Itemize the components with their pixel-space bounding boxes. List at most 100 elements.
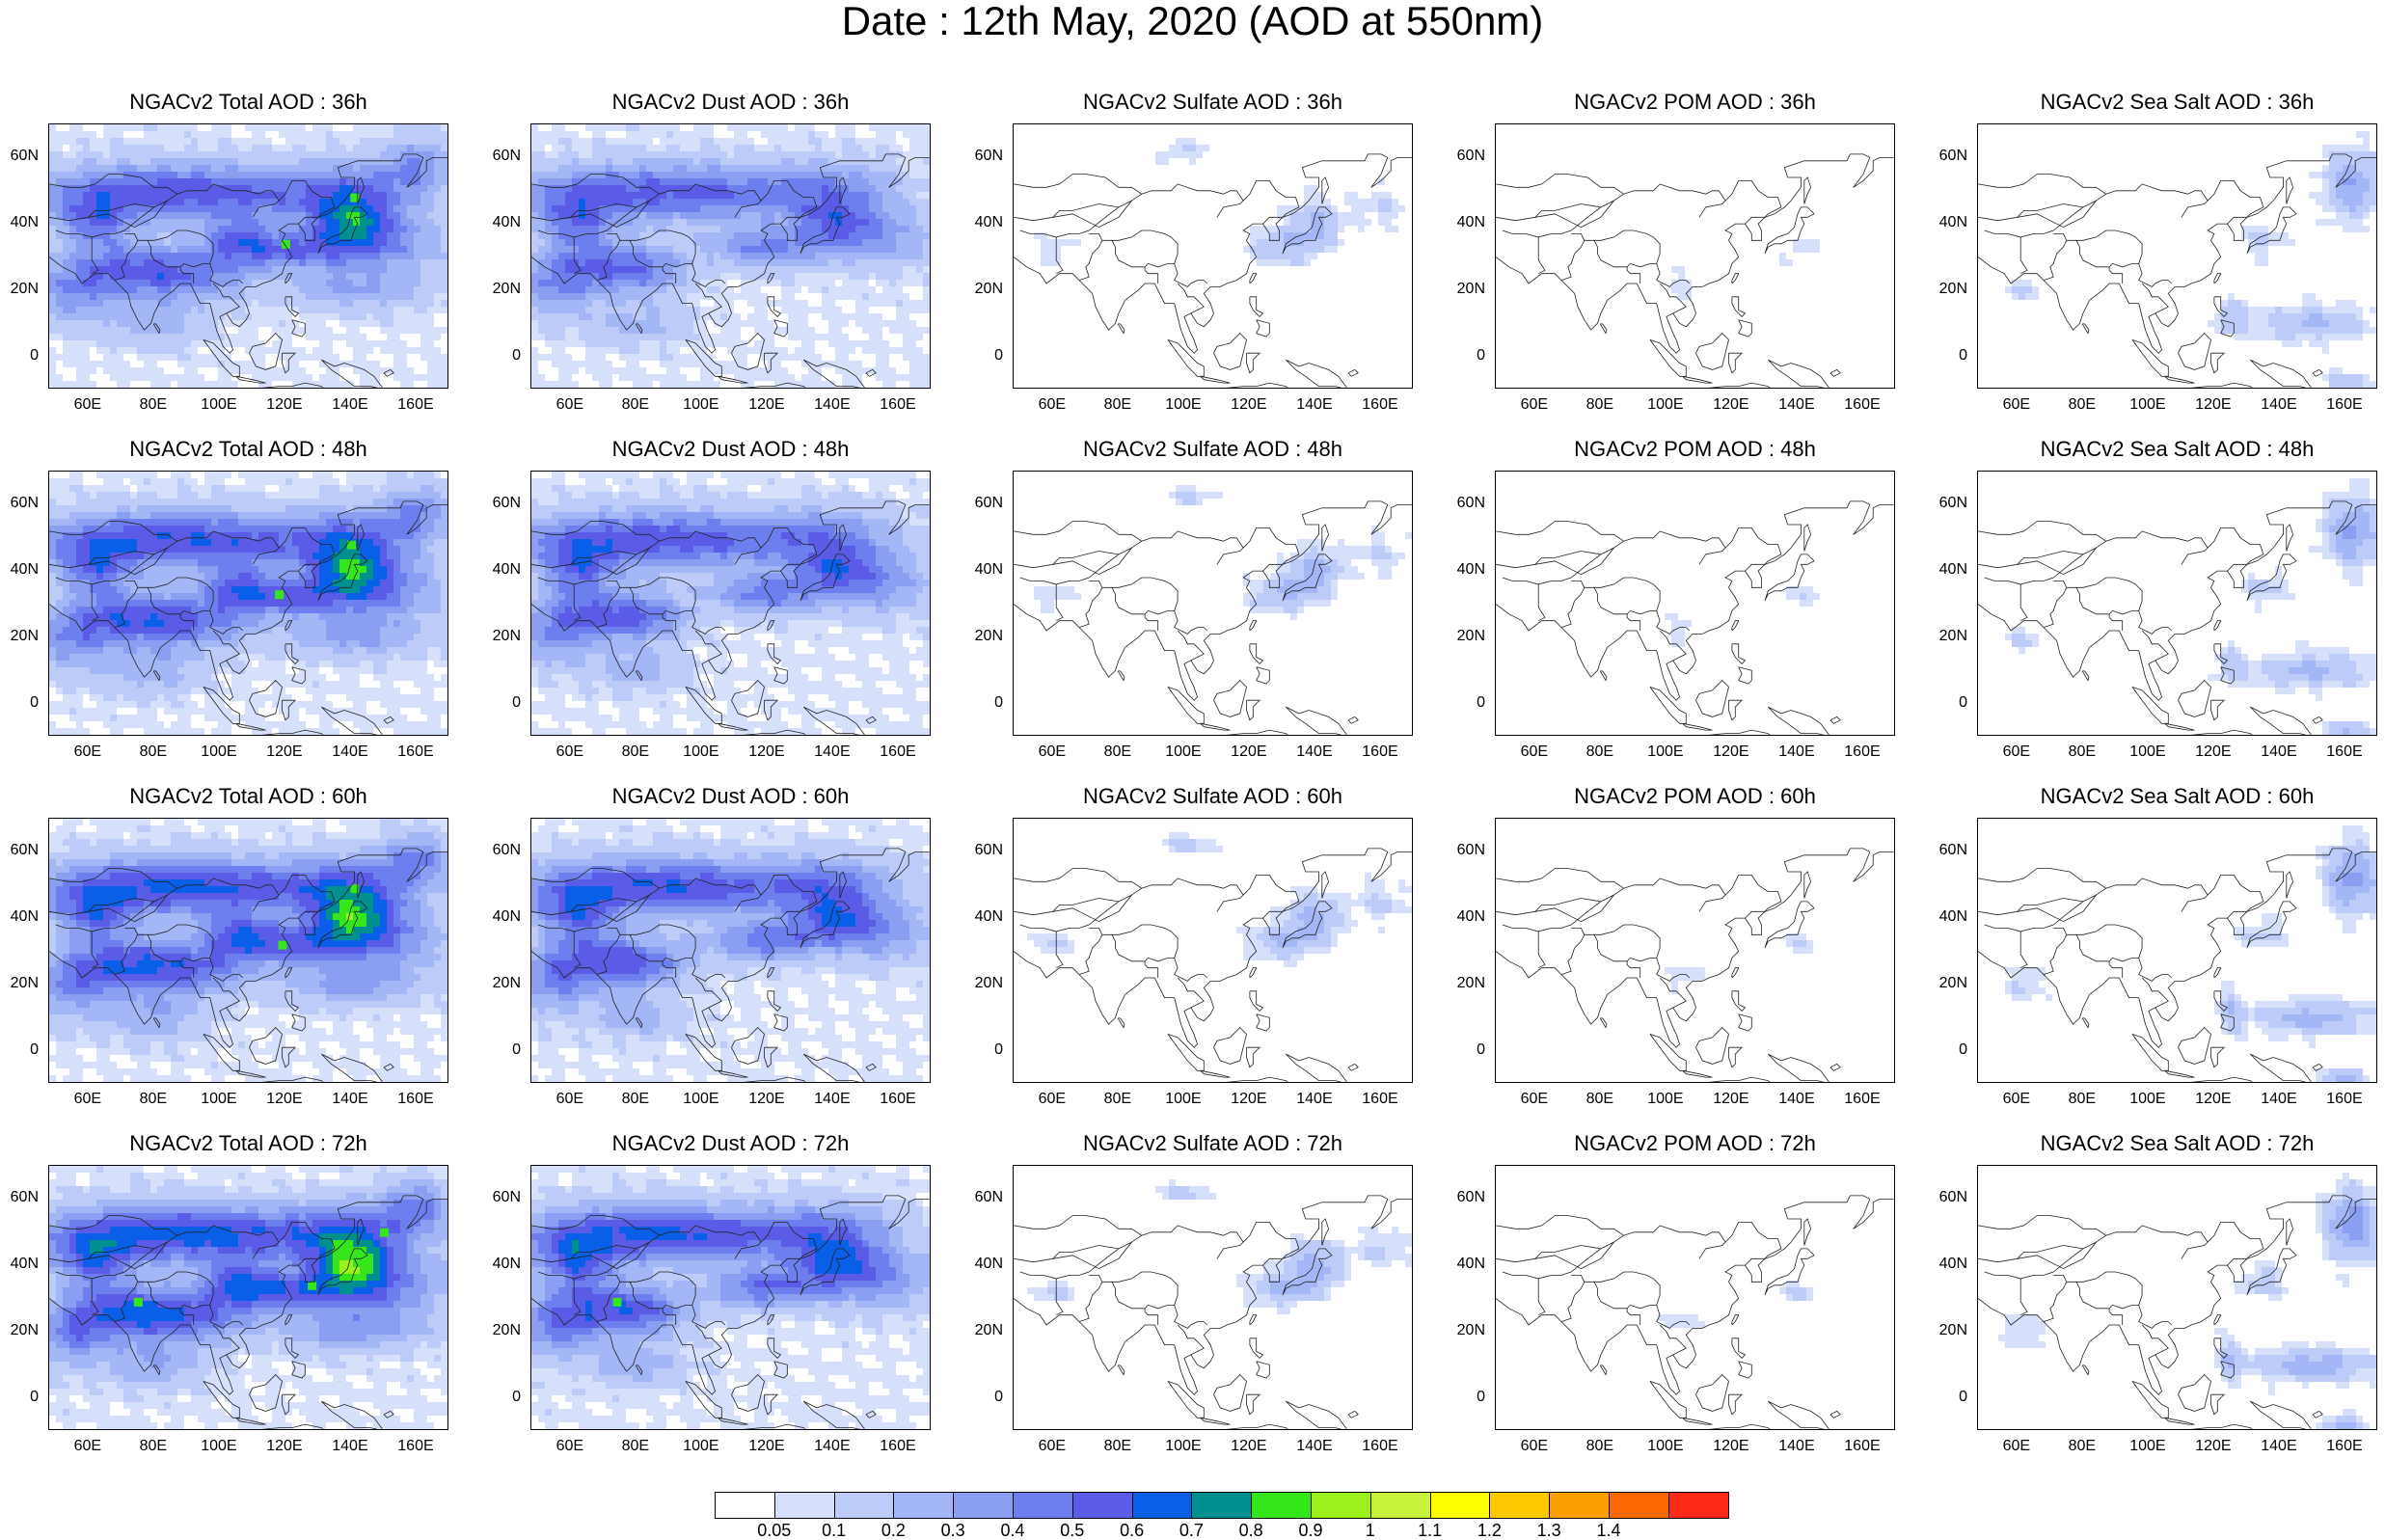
lon-tick-label: 100E xyxy=(1159,1091,1207,1108)
lon-tick-label: 100E xyxy=(2124,1091,2172,1108)
lon-tick-label: 140E xyxy=(808,1438,856,1455)
lon-tick-label: 100E xyxy=(1159,396,1207,414)
lon-tick-label: 140E xyxy=(1290,396,1339,414)
lat-tick-label: 60N xyxy=(482,1189,521,1206)
lat-tick-label: 0 xyxy=(482,1389,521,1406)
lat-tick-label: 60N xyxy=(964,842,1003,859)
aod-field xyxy=(1998,1173,2377,1430)
aod-hotspot xyxy=(380,1229,389,1237)
lon-tick-label: 140E xyxy=(1773,743,1821,761)
map-svg xyxy=(1978,124,2377,389)
lat-tick-label: 20N xyxy=(0,975,39,992)
panel-title: NGACv2 Sea Salt AOD : 36h xyxy=(1975,90,2380,115)
lat-tick-label: 20N xyxy=(964,975,1003,992)
map-svg xyxy=(531,1166,931,1430)
colorbar-box xyxy=(893,1492,954,1519)
colorbar-label: 0.7 xyxy=(1170,1521,1212,1540)
lon-tick-label: 60E xyxy=(1510,1438,1558,1455)
lon-tick-label: 120E xyxy=(1707,743,1755,761)
panel-title: NGACv2 Sulfate AOD : 72h xyxy=(1011,1131,1416,1156)
coastlines xyxy=(1496,849,1895,1083)
lat-tick-label: 20N xyxy=(964,281,1003,298)
lon-tick-label: 120E xyxy=(1707,1438,1755,1455)
lon-tick-label: 80E xyxy=(611,1438,660,1455)
lon-tick-label: 60E xyxy=(546,1438,594,1455)
aod-field xyxy=(1027,1179,1412,1314)
lon-tick-label: 140E xyxy=(1290,1091,1339,1108)
coastlines xyxy=(1014,849,1413,1083)
lat-tick-label: 0 xyxy=(964,1389,1003,1406)
panel-title: NGACv2 Sulfate AOD : 60h xyxy=(1011,784,1416,809)
colorbar-box xyxy=(1489,1492,1550,1519)
lon-tick-label: 80E xyxy=(129,1438,177,1455)
aod-hotspot xyxy=(275,590,284,599)
aod-field xyxy=(1027,832,1413,967)
map-svg xyxy=(1978,1166,2377,1430)
panel-title: NGACv2 Total AOD : 60h xyxy=(46,784,451,809)
lat-tick-label: 40N xyxy=(1447,908,1485,926)
colorbar-label: 0.3 xyxy=(932,1521,974,1540)
lat-tick-label: 60N xyxy=(0,1189,39,1206)
colorbar-box xyxy=(1609,1492,1669,1519)
lat-tick-label: 0 xyxy=(964,347,1003,365)
map-panel xyxy=(530,471,931,736)
lon-tick-label: 80E xyxy=(1576,396,1624,414)
aod-field xyxy=(531,819,931,1083)
lon-tick-label: 60E xyxy=(1992,1091,2041,1108)
map-svg xyxy=(1014,1166,1413,1430)
lat-tick-label: 60N xyxy=(0,842,39,859)
aod-field xyxy=(1034,138,1405,266)
lat-tick-label: 20N xyxy=(1929,975,1967,992)
lon-tick-label: 80E xyxy=(129,743,177,761)
lon-tick-label: 160E xyxy=(392,1091,440,1108)
lon-tick-label: 140E xyxy=(1290,743,1339,761)
lon-tick-label: 140E xyxy=(1773,1091,1821,1108)
aod-field xyxy=(1671,239,1820,300)
lon-tick-label: 160E xyxy=(2320,396,2369,414)
lat-tick-label: 0 xyxy=(1447,694,1485,712)
lon-tick-label: 140E xyxy=(2255,743,2303,761)
lon-tick-label: 140E xyxy=(808,396,856,414)
map-panel xyxy=(530,1165,931,1430)
map-panel xyxy=(1977,1165,2377,1430)
lat-tick-label: 60N xyxy=(482,495,521,512)
colorbar-box xyxy=(774,1492,835,1519)
lat-tick-label: 40N xyxy=(964,1256,1003,1273)
colorbar-box xyxy=(834,1492,895,1519)
lon-tick-label: 120E xyxy=(1225,743,1273,761)
lon-tick-label: 120E xyxy=(260,743,309,761)
lat-tick-label: 20N xyxy=(1447,1322,1485,1339)
lon-tick-label: 60E xyxy=(64,1438,112,1455)
lon-tick-label: 100E xyxy=(1641,1091,1690,1108)
map-panel xyxy=(1977,471,2377,736)
lat-tick-label: 40N xyxy=(1447,214,1485,231)
colorbar-box xyxy=(953,1492,1014,1519)
lat-tick-label: 0 xyxy=(0,347,39,365)
panel-title: NGACv2 Dust AOD : 72h xyxy=(528,1131,934,1156)
lat-tick-label: 20N xyxy=(0,628,39,645)
coastlines xyxy=(1978,849,2377,1083)
lat-tick-label: 0 xyxy=(1929,694,1967,712)
lat-tick-label: 40N xyxy=(1929,561,1967,579)
map-svg xyxy=(49,1166,448,1430)
map-svg xyxy=(1496,472,1895,736)
lat-tick-label: 40N xyxy=(1447,561,1485,579)
lon-tick-label: 160E xyxy=(1838,743,1886,761)
map-svg xyxy=(1014,819,1413,1083)
coastlines xyxy=(1496,154,1895,389)
lat-tick-label: 40N xyxy=(1929,214,1967,231)
map-svg xyxy=(1496,124,1895,389)
lat-tick-label: 0 xyxy=(964,1041,1003,1059)
map-svg xyxy=(531,124,931,389)
lat-tick-label: 0 xyxy=(0,694,39,712)
lon-tick-label: 120E xyxy=(2189,1438,2237,1455)
map-panel xyxy=(530,818,931,1083)
lon-tick-label: 60E xyxy=(1510,743,1558,761)
lon-tick-label: 160E xyxy=(874,1438,922,1455)
lat-tick-label: 60N xyxy=(1929,495,1967,512)
lon-tick-label: 140E xyxy=(1773,396,1821,414)
coastlines xyxy=(1978,154,2377,389)
lat-tick-label: 60N xyxy=(964,495,1003,512)
lon-tick-label: 80E xyxy=(129,1091,177,1108)
lon-tick-label: 100E xyxy=(195,1438,243,1455)
